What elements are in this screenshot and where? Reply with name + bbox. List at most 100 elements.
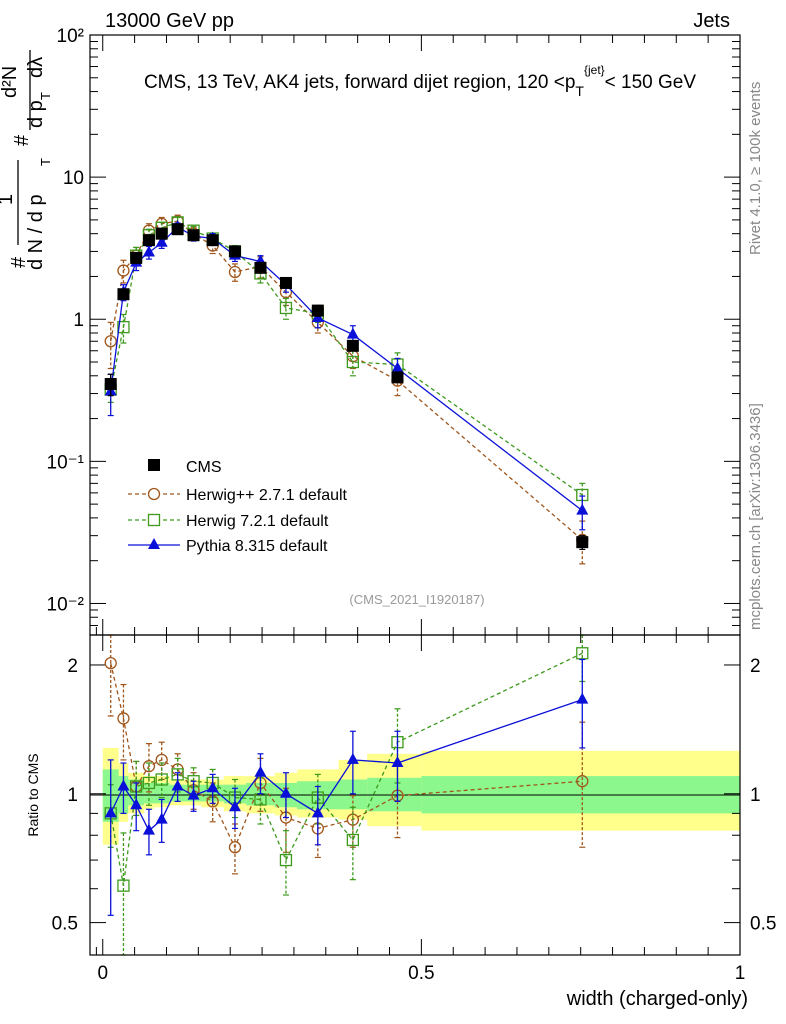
ratio-xtick-label: 0 xyxy=(97,963,108,984)
marker-herwig7 xyxy=(346,355,360,369)
marker-pythia xyxy=(155,235,168,247)
marker-pythia xyxy=(228,800,241,812)
marker-pythia xyxy=(155,812,168,824)
header-left: 13000 GeV pp xyxy=(105,10,234,32)
ylabel-dlambda: dλ xyxy=(25,57,47,78)
ratio-series xyxy=(104,634,589,956)
legend-label-herwigpp: Herwig++ 2.7.1 default xyxy=(186,487,348,504)
main-ylabel: # 1 d N / d p T # d p T dλ d²N xyxy=(0,50,53,270)
main-panel: 10⁻² 10⁻¹ 1 10 10² CMS, 13 TeV, AK4 jets, fo… xyxy=(0,26,741,636)
legend-marker-cms xyxy=(148,459,160,471)
marker-pythia xyxy=(576,503,589,515)
marker-cms xyxy=(155,227,168,240)
ylabel-sub-t-1: T xyxy=(38,158,53,166)
marker-cms xyxy=(254,261,267,274)
ratio-frame xyxy=(89,634,741,956)
legend-label-herwig7: Herwig 7.2.1 default xyxy=(186,513,329,530)
marker-cms xyxy=(346,339,359,352)
marker-pythia xyxy=(391,756,404,768)
legend-marker-pythia xyxy=(148,538,160,549)
marker-pythia xyxy=(576,692,589,704)
marker-cms xyxy=(117,288,130,301)
marker-cms xyxy=(228,245,241,258)
marker-pythia xyxy=(279,786,292,798)
marker-pythia xyxy=(311,806,324,818)
main-series-herwigpppp xyxy=(104,214,589,565)
marker-pythia xyxy=(117,779,130,791)
marker-herwig7 xyxy=(155,773,168,786)
ratio-series-pythia xyxy=(104,658,589,916)
header-right: Jets xyxy=(693,10,730,32)
marker-pythia xyxy=(104,806,117,818)
marker-pythia xyxy=(346,752,359,764)
marker-cms xyxy=(187,229,200,242)
main-series-cms xyxy=(104,223,589,551)
marker-pythia xyxy=(142,823,155,835)
ratio-xtick-label: 1 xyxy=(735,963,746,984)
marker-pythia xyxy=(206,781,219,793)
marker-herwig7 xyxy=(576,647,589,660)
ratio-xtick-label: 0.5 xyxy=(408,963,434,984)
marker-pythia xyxy=(346,327,359,339)
legend-marker-herwigpp xyxy=(147,487,161,501)
main-ytick-label: 10⁻² xyxy=(47,594,85,615)
rivet-label: Rivet 4.1.0, ≥ 100k events xyxy=(747,82,764,255)
main-series-line xyxy=(110,226,583,512)
ratio-ytick-label-left: 2 xyxy=(67,656,78,677)
marker-pythia xyxy=(171,779,184,791)
marker-cms xyxy=(130,251,143,264)
main-ytick-label: 10 xyxy=(63,168,84,189)
marker-herwig7 xyxy=(117,320,130,334)
ylabel-one: 1 xyxy=(0,194,17,205)
ratio-panel: 0.5 0.5 1 1 2 2 0 0.5 1 Ratio to CMS width (char… xyxy=(25,634,776,1010)
marker-herwigpp xyxy=(117,712,130,725)
marker-cms xyxy=(279,276,292,289)
ratio-ytick-label-left: 1 xyxy=(67,785,78,806)
ratio-ytick-label-left: 0.5 xyxy=(52,914,78,935)
ratio-ytick-label-right: 2 xyxy=(750,656,761,677)
marker-herwigpp xyxy=(576,775,589,788)
ratio-ytick-label-right: 1 xyxy=(750,785,761,806)
ratio-ticks: 0.5 0.5 1 1 2 2 0 0.5 1 xyxy=(52,635,776,984)
ylabel-dn-dpt: d N / d p xyxy=(25,194,47,270)
main-series-line xyxy=(110,221,583,496)
ratio-xlabel: width (charged-only) xyxy=(566,988,748,1010)
main-series-herwig xyxy=(104,216,589,510)
ylabel-d2n: d²N xyxy=(0,66,21,98)
mcplots-label: mcplots.cern.ch [arXiv:1306.3436] xyxy=(747,403,764,630)
main-ytick-label: 10² xyxy=(57,26,84,47)
ylabel-sub-t-2: T xyxy=(38,92,53,100)
ylabel-hash-1: # xyxy=(8,256,30,268)
marker-pythia xyxy=(391,361,404,373)
marker-cms xyxy=(206,234,219,247)
ratio-bands xyxy=(102,747,740,845)
legend-label-cms: CMS xyxy=(186,459,222,476)
ylabel-dpt: d p xyxy=(25,100,47,128)
marker-herwigpp xyxy=(228,265,242,279)
main-title: CMS, 13 TeV, AK4 jets, forward dijet reg… xyxy=(144,63,696,99)
marker-cms xyxy=(311,304,324,317)
marker-herwig7 xyxy=(279,853,293,867)
main-ytick-label: 1 xyxy=(73,310,84,331)
ratio-ylabel: Ratio to CMS xyxy=(25,753,41,836)
marker-cms xyxy=(142,234,155,247)
watermark: (CMS_2021_I1920187) xyxy=(349,592,484,607)
marker-pythia xyxy=(142,245,155,257)
marker-pythia xyxy=(130,798,143,810)
marker-herwig7 xyxy=(117,879,130,892)
marker-herwigpp xyxy=(117,264,130,277)
marker-pythia xyxy=(187,788,200,800)
ylabel-hash-2: # xyxy=(11,134,33,146)
marker-herwigpp xyxy=(142,760,156,773)
marker-herwigpp xyxy=(104,656,117,670)
legend: CMS Herwig++ 2.7.1 default Herwig 7.2.1 … xyxy=(128,459,348,555)
marker-cms xyxy=(391,371,404,384)
main-ticks: 10⁻² 10⁻¹ 1 10 10² xyxy=(47,26,741,636)
marker-cms xyxy=(171,223,184,236)
marker-pythia xyxy=(254,765,267,777)
marker-herwig7 xyxy=(279,301,293,315)
marker-herwigpp xyxy=(228,841,242,854)
legend-label-pythia: Pythia 8.315 default xyxy=(186,538,328,555)
main-series xyxy=(104,214,589,565)
